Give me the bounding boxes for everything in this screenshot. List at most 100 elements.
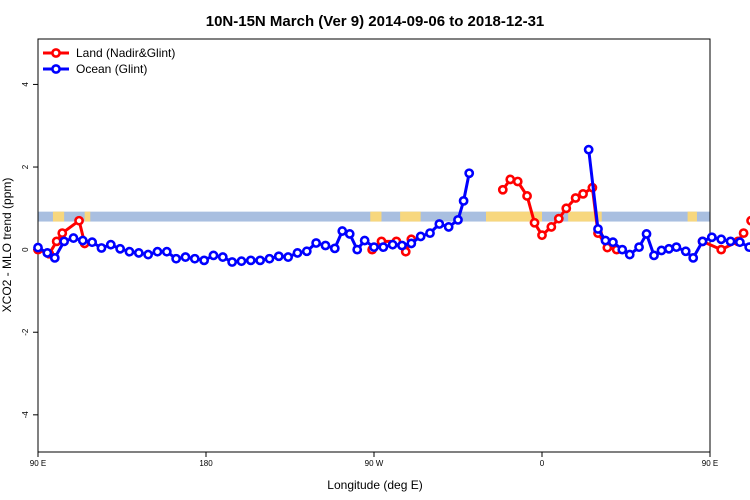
ocean-data-point xyxy=(59,236,70,247)
ocean-data-point xyxy=(443,222,454,232)
ocean-data-point xyxy=(352,244,363,255)
ocean-data-point xyxy=(583,144,594,155)
ocean-data-point xyxy=(77,235,88,246)
legend-entry: Land (Nadir&Glint) xyxy=(76,46,175,60)
ocean-data-point xyxy=(697,236,708,247)
x-axis-label: Longitude (deg E) xyxy=(327,478,422,492)
ocean-data-point xyxy=(87,237,98,248)
ocean-data-point xyxy=(387,239,398,250)
legend: Land (Nadir&Glint) Ocean (Glint) xyxy=(43,46,175,76)
land-band-segment xyxy=(370,211,382,222)
ocean-data-point xyxy=(458,195,469,206)
land-band-segment xyxy=(84,211,91,222)
land-data-point xyxy=(537,230,547,241)
ocean-data-point xyxy=(634,242,644,253)
land-data-point xyxy=(738,228,749,239)
ocean-data-point xyxy=(292,248,303,258)
land-data-point xyxy=(51,236,62,247)
land-data-point xyxy=(553,213,564,224)
land-data-point xyxy=(512,176,523,187)
plot-area: 90 E 180 90 W 0 90 E -4 -2 0 2 4 xyxy=(21,38,750,468)
ocean-data-point xyxy=(96,243,107,253)
ocean-data-point xyxy=(33,242,43,253)
ocean-data-point xyxy=(143,249,154,260)
ocean-data-point xyxy=(105,239,116,250)
ocean-data-point xyxy=(649,250,659,261)
land-data-point xyxy=(578,188,588,199)
ocean-data-point xyxy=(273,251,284,262)
land-band-segment xyxy=(568,211,602,222)
legend-entry: Ocean (Glint) xyxy=(76,62,147,76)
ocean-data-point xyxy=(688,252,699,263)
x-tick-label: 0 xyxy=(540,459,545,468)
ocean-data-point xyxy=(344,229,355,239)
ocean-data-point xyxy=(49,252,60,263)
ocean-data-point xyxy=(706,232,717,243)
y-axis-label: XCO2 - MLO trend (ppm) xyxy=(0,178,14,313)
ocean-data-point xyxy=(725,236,736,247)
ocean-data-point xyxy=(152,246,163,257)
land-data-point xyxy=(746,215,750,226)
ocean-data-point xyxy=(415,231,426,242)
ocean-data-point xyxy=(425,228,435,239)
ocean-data-point xyxy=(161,246,172,257)
y-tick-label: 0 xyxy=(21,247,30,252)
ocean-data-point xyxy=(716,234,727,245)
ocean-data-point xyxy=(359,235,370,246)
land-band-segment xyxy=(52,211,65,222)
ocean-data-point xyxy=(453,214,463,225)
y-tick-label: 4 xyxy=(21,82,30,87)
ocean-data-point xyxy=(671,242,682,253)
ocean-data-point xyxy=(664,243,674,254)
ocean-data-point xyxy=(124,246,135,257)
land-band-segment xyxy=(400,211,421,222)
land-data-point xyxy=(497,184,508,195)
ocean-data-point xyxy=(264,253,275,264)
land-data-point xyxy=(522,191,532,201)
ocean-data-point xyxy=(600,235,611,246)
land-data-point xyxy=(74,215,84,226)
land-data-point xyxy=(716,244,727,255)
ocean-data-point xyxy=(255,255,266,266)
land-data-point xyxy=(505,174,516,185)
x-tick-label: 180 xyxy=(199,459,213,468)
ocean-data-point xyxy=(397,240,407,251)
ocean-data-point xyxy=(217,252,228,262)
ocean-data-point xyxy=(434,219,445,229)
ocean-data-point xyxy=(208,250,219,261)
ocean-data-point xyxy=(337,226,348,236)
land-data-point xyxy=(546,222,557,232)
x-tick-label: 90 W xyxy=(365,459,384,468)
ocean-data-point xyxy=(680,246,691,257)
x-tick-label: 90 E xyxy=(702,459,718,468)
ocean-data-point xyxy=(311,238,322,248)
ocean-data-point xyxy=(245,255,256,266)
ocean-data-point xyxy=(68,233,79,243)
ocean-data-point xyxy=(320,240,331,251)
legend-marker xyxy=(51,64,61,74)
ocean-data-point xyxy=(744,242,750,253)
ocean-data-point xyxy=(624,249,635,260)
ocean-data-point xyxy=(236,256,247,267)
land-band-segment xyxy=(687,211,697,222)
ocean-data-point xyxy=(42,248,53,258)
ocean-data-point xyxy=(171,253,182,264)
ocean-data-point xyxy=(369,242,379,253)
ocean-data-point xyxy=(406,238,417,249)
ocean-data-point xyxy=(608,237,618,248)
ocean-data-point xyxy=(593,224,603,234)
ocean-data-point xyxy=(180,252,191,262)
ocean-data-point xyxy=(641,229,652,239)
ocean-data-point xyxy=(301,246,312,257)
ocean-data-point xyxy=(199,255,210,266)
ocean-data-point xyxy=(656,245,667,256)
ocean-data-point xyxy=(734,237,745,248)
ocean-data-point xyxy=(227,257,238,267)
land-band-segment xyxy=(486,211,542,222)
land-data-point xyxy=(570,193,581,203)
ocean-data-point xyxy=(329,243,340,254)
ocean-data-point xyxy=(617,244,628,255)
y-tick-label: -2 xyxy=(21,328,30,336)
